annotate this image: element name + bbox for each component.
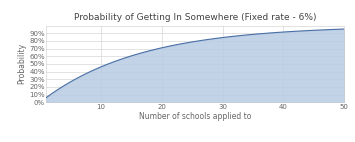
Title: Probability of Getting In Somewhere (Fixed rate - 6%): Probability of Getting In Somewhere (Fix… [74, 13, 317, 22]
X-axis label: Number of schools applied to: Number of schools applied to [139, 112, 251, 121]
Y-axis label: Probability: Probability [17, 43, 26, 84]
